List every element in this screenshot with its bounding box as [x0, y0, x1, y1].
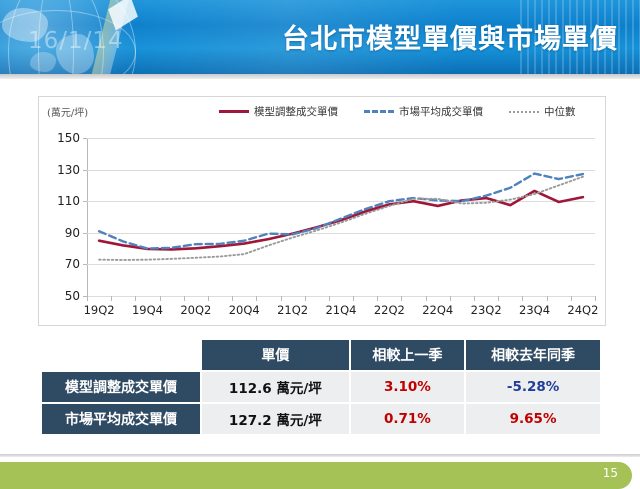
page-title: 台北市模型單價與市場單價	[282, 24, 618, 55]
x-tick-label: 24Q2	[567, 303, 599, 317]
y-tick-label: 130	[57, 162, 80, 177]
cell-price-model: 112.6 萬元/坪	[202, 372, 349, 402]
footer-bar	[0, 462, 632, 489]
x-tick-mark	[498, 296, 500, 301]
legend-item-market: 市場平均成交單價	[364, 104, 483, 119]
table-header-qoq: 相較上一季	[350, 340, 465, 370]
cell-qoq-market: 0.71%	[350, 404, 465, 434]
chart-series-line	[97, 172, 585, 250]
legend-swatch-dotted-icon	[509, 110, 539, 113]
x-tick-mark	[256, 296, 258, 301]
slide-header: 16/1/14 台北市模型單價與市場單價	[0, 0, 640, 74]
table-header-price: 單價	[202, 340, 349, 370]
gridline	[87, 138, 595, 139]
chart-legend: 模型調整成交單價 市場平均成交單價 中位數	[219, 104, 576, 119]
x-tick-mark	[159, 296, 161, 301]
x-tick-mark	[183, 296, 185, 301]
x-tick-mark	[111, 296, 113, 301]
row-label-model: 模型調整成交單價	[42, 372, 200, 402]
x-tick-mark	[449, 296, 451, 301]
x-tick-label: 19Q2	[83, 303, 115, 317]
globe-continent-icon	[30, 52, 56, 72]
gridline	[87, 264, 595, 266]
y-tick-label: 150	[57, 131, 80, 145]
x-tick-mark	[280, 296, 282, 301]
y-tick-label: 50	[64, 289, 80, 303]
header-divider	[0, 74, 640, 79]
legend-swatch-dashed-icon	[364, 110, 394, 113]
x-tick-mark	[425, 296, 427, 301]
cell-yoy-market: 9.65%	[466, 404, 600, 434]
x-tick-label: 23Q2	[470, 303, 502, 317]
x-tick-mark	[522, 296, 524, 301]
y-axis	[87, 138, 88, 296]
gridline	[87, 201, 595, 203]
x-tick-mark	[304, 296, 306, 301]
x-tick-label: 23Q4	[519, 303, 551, 317]
table-header: 單價 相較上一季 相較去年同季	[42, 340, 600, 370]
x-tick-mark	[474, 296, 476, 301]
cell-price-market: 127.2 萬元/坪	[202, 404, 349, 434]
x-tick-label: 20Q2	[180, 303, 212, 317]
legend-item-median: 中位數	[509, 104, 576, 119]
x-tick-mark	[353, 296, 355, 301]
legend-label-median: 中位數	[544, 106, 576, 118]
x-tick-mark	[595, 296, 596, 301]
gridline	[87, 169, 595, 171]
chart-panel: (萬元/坪) 模型調整成交單價 市場平均成交單價 中位數 50 70 90 110 13…	[38, 96, 606, 326]
x-tick-label: 22Q2	[373, 303, 405, 317]
chart-plot-area: 50 70 90 110 130 150 19Q2 19Q4 20Q2 20Q4 21Q2 21Q4…	[57, 131, 598, 317]
x-tick-mark	[328, 296, 330, 301]
x-tick-label: 21Q2	[277, 303, 309, 317]
x-tick-mark	[207, 296, 209, 301]
x-tick-mark	[570, 296, 572, 301]
chart-series-layer	[97, 172, 585, 261]
gridline	[87, 296, 595, 297]
x-tick-mark	[401, 296, 403, 301]
footer-divider	[0, 454, 640, 457]
page-number: 15	[602, 466, 618, 480]
y-tick-mark	[83, 201, 87, 203]
y-tick-mark	[83, 232, 87, 234]
table-row: 模型調整成交單價 112.6 萬元/坪 3.10% -5.28%	[42, 372, 600, 402]
legend-swatch-solid-icon	[219, 110, 249, 113]
table-header-blank	[42, 340, 200, 370]
x-tick-label: 20Q4	[228, 303, 260, 317]
globe-continent-icon	[2, 8, 48, 42]
x-tick-label: 21Q4	[325, 303, 357, 317]
x-tick-label: 19Q4	[131, 303, 163, 317]
row-label-market: 市場平均成交單價	[42, 404, 200, 434]
cell-qoq-model: 3.10%	[350, 372, 465, 402]
x-tick-mark	[135, 296, 137, 301]
y-tick-mark	[83, 169, 87, 171]
y-tick-label: 110	[57, 194, 80, 209]
globe-continent-icon	[56, 34, 94, 74]
legend-item-model: 模型調整成交單價	[219, 104, 338, 119]
cell-yoy-model: -5.28%	[466, 372, 600, 402]
chart-series-line	[97, 189, 585, 251]
table-row: 市場平均成交單價 127.2 萬元/坪 0.71% 9.65%	[42, 404, 600, 434]
y-tick-mark	[83, 264, 87, 266]
y-tick-mark	[83, 138, 87, 139]
y-tick-label: 90	[64, 225, 80, 240]
x-tick-mark	[546, 296, 548, 301]
table-body: 模型調整成交單價 112.6 萬元/坪 3.10% -5.28% 市場平均成交單…	[42, 372, 600, 434]
legend-label-model: 模型調整成交單價	[254, 106, 338, 118]
legend-label-market: 市場平均成交單價	[399, 106, 483, 118]
x-tick-mark	[377, 296, 379, 301]
table-header-yoy: 相較去年同季	[466, 340, 600, 370]
summary-table: 單價 相較上一季 相較去年同季 模型調整成交單價 112.6 萬元/坪 3.10…	[40, 338, 602, 436]
axis-unit-label: (萬元/坪)	[47, 108, 89, 119]
x-tick-mark	[87, 296, 88, 301]
y-tick-label: 70	[64, 257, 80, 272]
x-tick-label: 22Q4	[422, 303, 454, 317]
y-tick-mark	[83, 296, 87, 297]
table-header-row: 單價 相較上一季 相較去年同季	[42, 340, 600, 370]
chart-series-line	[98, 175, 584, 261]
x-tick-mark	[232, 296, 234, 301]
gridline	[87, 232, 595, 234]
date-watermark: 16/1/14	[28, 28, 124, 54]
